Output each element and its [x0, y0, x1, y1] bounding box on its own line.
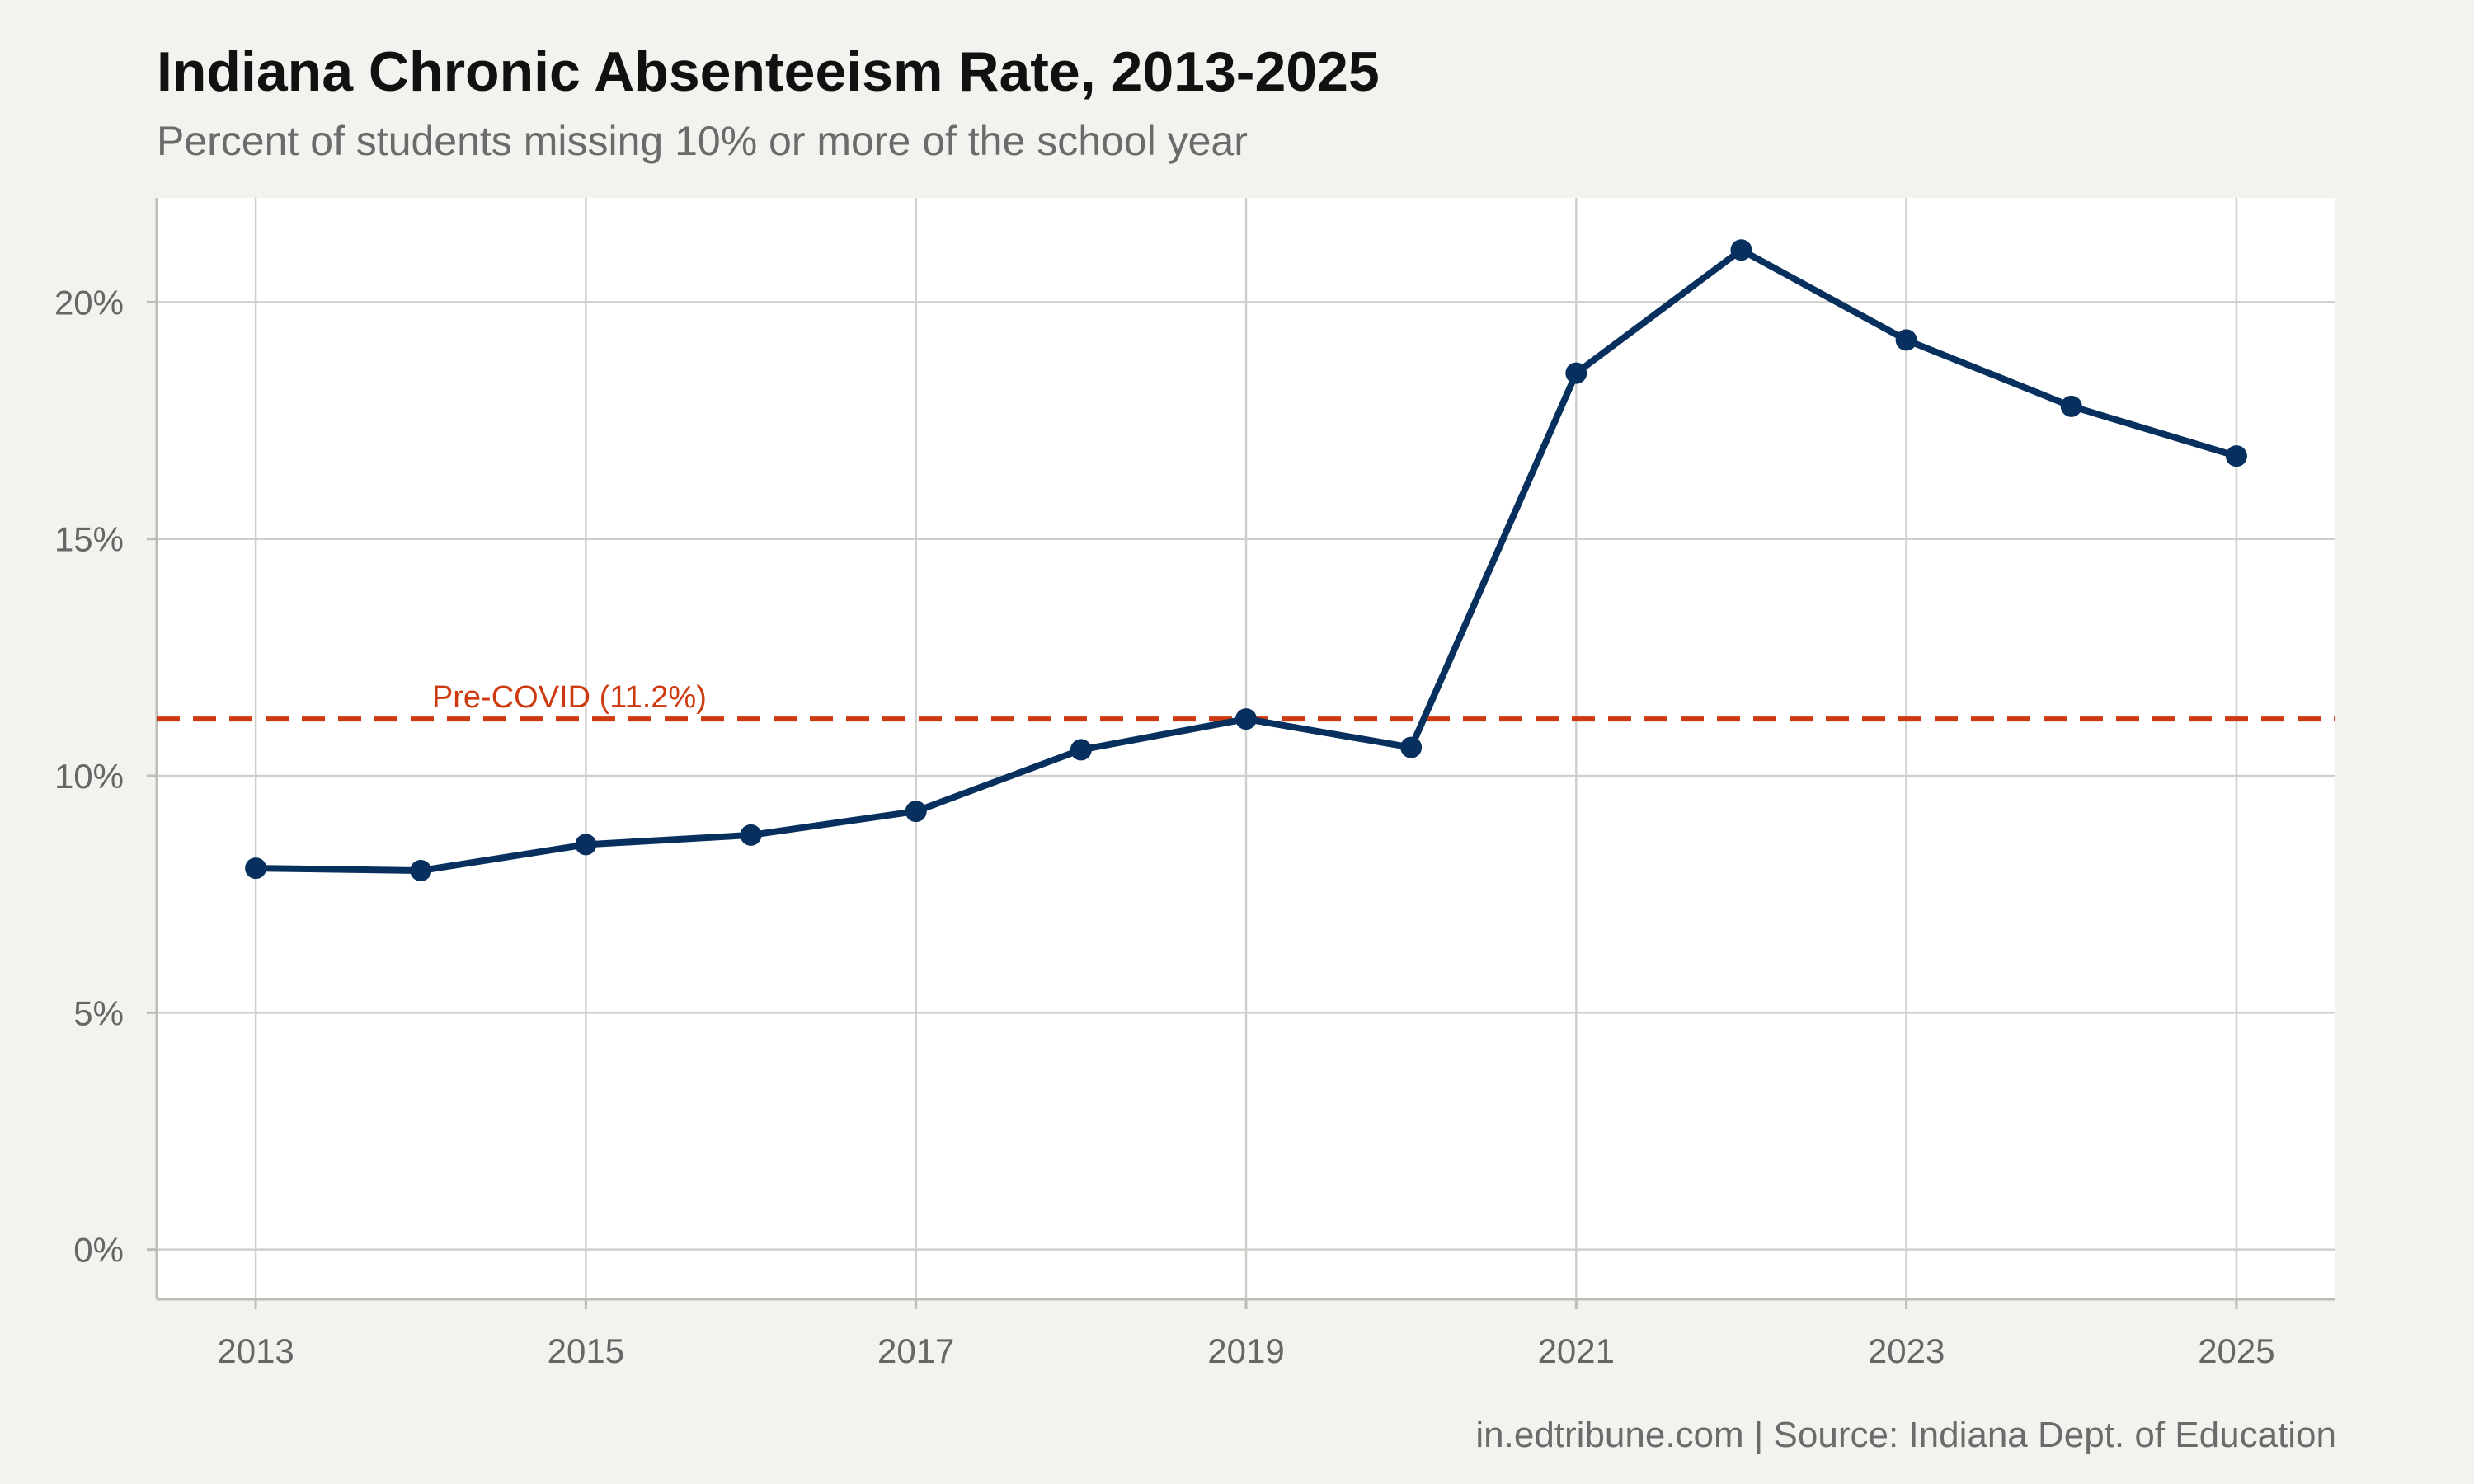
y-tick-label: 0%	[73, 1231, 124, 1270]
reference-line-label: Pre-COVID (11.2%)	[432, 680, 707, 715]
x-tick-label: 2013	[217, 1331, 294, 1370]
y-axis-ticks: 0% 5% 10% 15% 20%	[54, 283, 157, 1270]
data-point	[245, 857, 267, 880]
data-point	[740, 824, 762, 846]
grid-lines	[157, 198, 2335, 1299]
data-point	[1070, 739, 1092, 761]
data-point	[1895, 329, 1917, 351]
data-point	[410, 859, 432, 881]
x-tick-label: 2015	[548, 1331, 624, 1370]
data-point	[2060, 395, 2082, 417]
x-tick-label: 2025	[2198, 1331, 2274, 1370]
series-group	[245, 239, 2247, 881]
x-tick-label: 2023	[1868, 1331, 1945, 1370]
x-tick-label: 2021	[1538, 1331, 1615, 1370]
y-tick-label: 15%	[54, 520, 124, 559]
y-tick-label: 10%	[54, 757, 124, 796]
chart-subtitle: Percent of students missing 10% or more …	[157, 118, 1248, 164]
data-point	[575, 834, 597, 856]
data-point	[2225, 445, 2247, 467]
data-point	[905, 801, 927, 823]
x-tick-label: 2019	[1207, 1331, 1284, 1370]
y-tick-label: 5%	[73, 993, 124, 1032]
chart-title: Indiana Chronic Absenteeism Rate, 2013-2…	[157, 40, 1380, 103]
data-point	[1730, 239, 1752, 261]
data-point	[1235, 708, 1257, 730]
x-tick-label: 2017	[877, 1331, 954, 1370]
data-point	[1565, 362, 1587, 384]
x-axis-ticks: 2013 2015 2017 2019 2021 2023 2025	[217, 1299, 2275, 1370]
data-point	[1400, 736, 1423, 758]
y-tick-label: 20%	[54, 283, 124, 322]
chart-caption: in.edtribune.com | Source: Indiana Dept.…	[1475, 1415, 2336, 1455]
